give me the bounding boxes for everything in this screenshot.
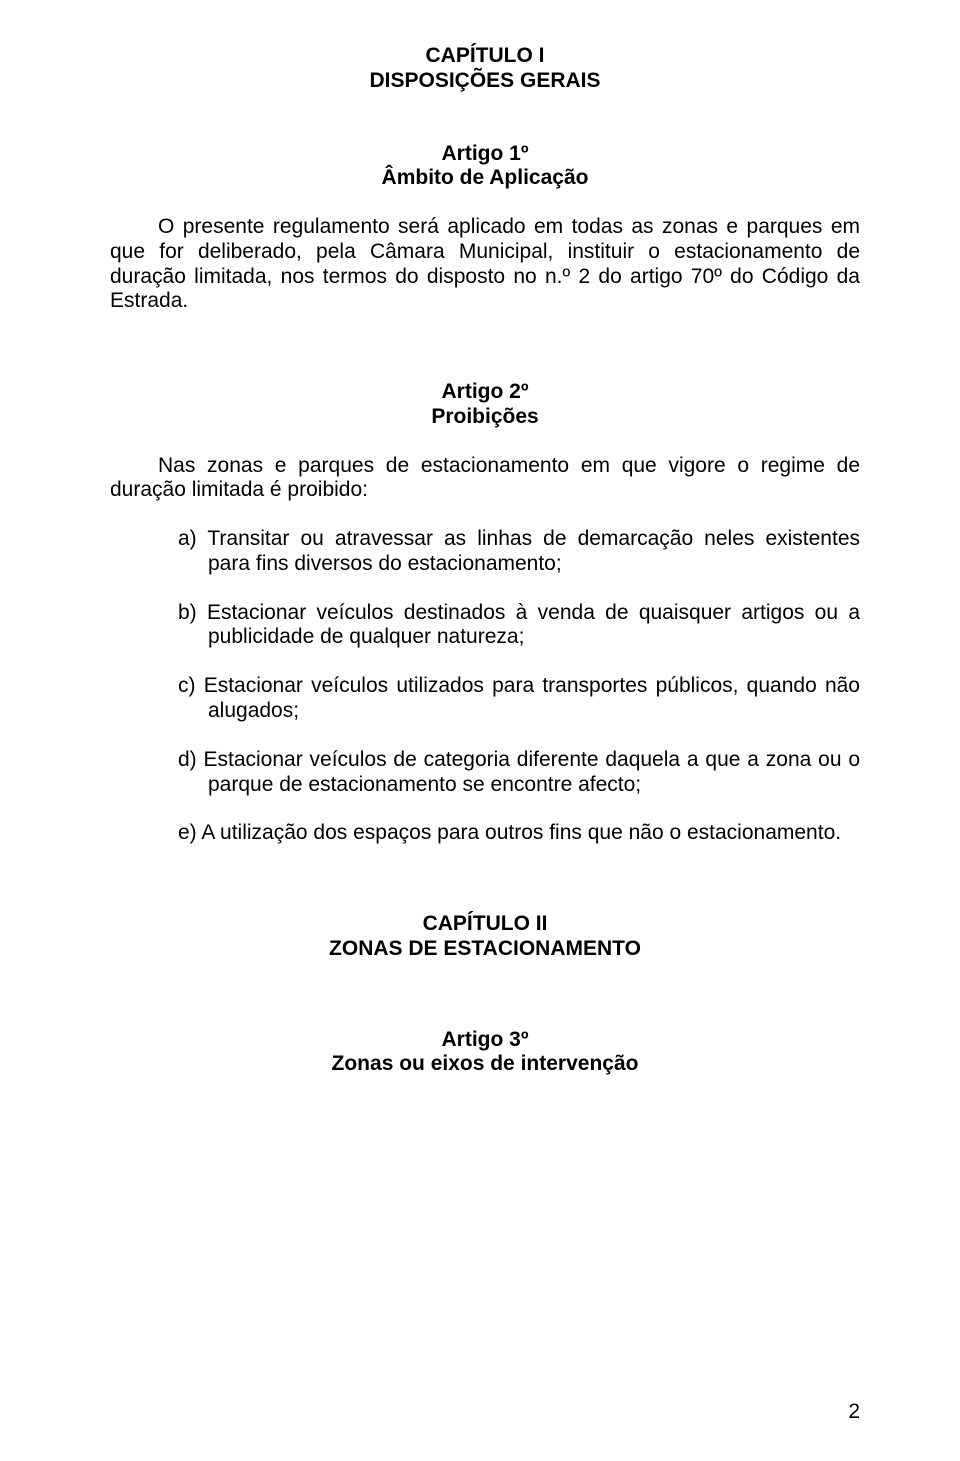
- article-3-title: Zonas ou eixos de intervenção: [110, 1052, 860, 1077]
- list-item: d) Estacionar veículos de categoria dife…: [208, 748, 860, 798]
- spacer: [110, 503, 860, 527]
- article-1-paragraph: O presente regulamento será aplicado em …: [110, 215, 860, 314]
- article-2-title: Proibições: [110, 405, 860, 430]
- document-page: CAPÍTULO I DISPOSIÇÕES GERAIS Artigo 1º …: [0, 0, 960, 1461]
- list-item: b) Estacionar veículos destinados à vend…: [208, 601, 860, 651]
- article-2-number: Artigo 2º: [110, 380, 860, 405]
- spacer: [110, 962, 860, 1028]
- page-number: 2: [848, 1400, 860, 1425]
- list-item: e) A utilização dos espaços para outros …: [208, 821, 860, 846]
- spacer: [110, 191, 860, 215]
- article-1-number: Artigo 1º: [110, 142, 860, 167]
- list-item: a) Transitar ou atravessar as linhas de …: [208, 527, 860, 577]
- spacer: [110, 94, 860, 142]
- article-2-list: a) Transitar ou atravessar as linhas de …: [110, 527, 860, 846]
- chapter-1-number: CAPÍTULO I: [110, 44, 860, 69]
- article-2-intro: Nas zonas e parques de estacionamento em…: [110, 454, 860, 504]
- list-item: c) Estacionar veículos utilizados para t…: [208, 674, 860, 724]
- chapter-2-title: ZONAS DE ESTACIONAMENTO: [110, 937, 860, 962]
- spacer: [110, 846, 860, 912]
- article-3-number: Artigo 3º: [110, 1028, 860, 1053]
- chapter-1-title: DISPOSIÇÕES GERAIS: [110, 69, 860, 94]
- article-1-title: Âmbito de Aplicação: [110, 166, 860, 191]
- spacer: [110, 314, 860, 380]
- chapter-2-number: CAPÍTULO II: [110, 912, 860, 937]
- spacer: [110, 430, 860, 454]
